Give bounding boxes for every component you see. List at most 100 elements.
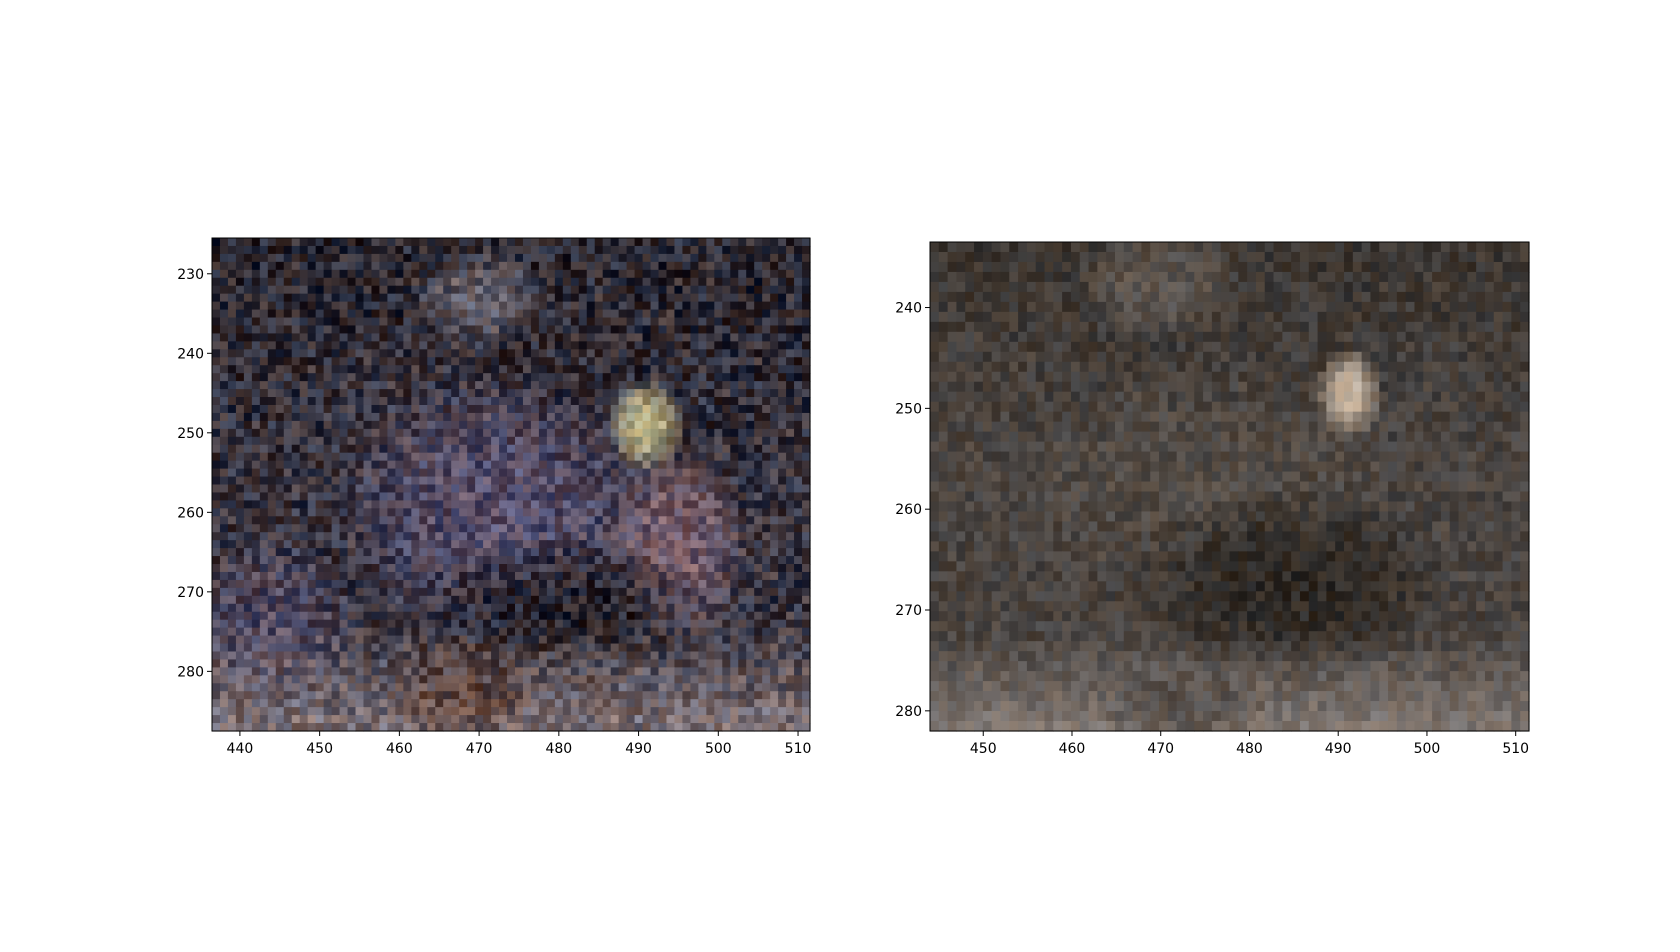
image-pixel (275, 683, 285, 692)
image-pixel (427, 595, 436, 605)
image-pixel (219, 420, 229, 430)
image-pixel (235, 611, 245, 621)
image-pixel (514, 436, 524, 446)
image-pixel (331, 683, 341, 692)
image-pixel (371, 715, 381, 724)
image-pixel (419, 460, 428, 470)
image-pixel (491, 500, 500, 509)
image-pixel (371, 253, 381, 263)
image-pixel (674, 540, 684, 549)
image-pixel (722, 341, 731, 350)
image-pixel (347, 691, 357, 700)
image-pixel (251, 404, 261, 414)
image-pixel (339, 635, 349, 645)
image-pixel (435, 715, 444, 724)
image-pixel (762, 603, 771, 613)
image-pixel (642, 420, 652, 430)
image-pixel (315, 444, 325, 454)
image-pixel (507, 468, 516, 478)
image-pixel (235, 667, 245, 676)
image-pixel (682, 500, 691, 509)
image-pixel (227, 524, 237, 533)
image-pixel (299, 651, 309, 661)
image-pixel (682, 611, 691, 621)
image-pixel (618, 444, 628, 454)
image-pixel (323, 492, 333, 501)
image-pixel (578, 643, 588, 653)
image-pixel (514, 723, 524, 732)
image-pixel (363, 611, 373, 621)
image-pixel (299, 564, 309, 573)
image-pixel (682, 548, 691, 557)
image-pixel (339, 277, 349, 287)
image-pixel (507, 524, 516, 533)
image-pixel (307, 715, 317, 724)
image-pixel (491, 683, 500, 692)
image-pixel (690, 651, 699, 661)
image-pixel (299, 238, 309, 247)
image-pixel (746, 707, 755, 716)
image-pixel (212, 564, 221, 573)
image-pixel (570, 707, 580, 716)
image-pixel (403, 357, 412, 366)
image-pixel (706, 635, 715, 645)
image-pixel (578, 699, 588, 708)
image-pixel (530, 611, 540, 621)
image-pixel (770, 293, 779, 303)
image-pixel (714, 341, 723, 350)
image-pixel (674, 643, 684, 653)
image-pixel (339, 341, 349, 350)
image-pixel (514, 643, 524, 653)
image-pixel (522, 301, 532, 311)
image-pixel (722, 245, 731, 255)
image-pixel (475, 349, 484, 358)
image-pixel (499, 651, 508, 661)
image-pixel (251, 683, 261, 692)
image-pixel (1335, 242, 1345, 253)
image-pixel (770, 548, 779, 557)
image-pixel (299, 397, 309, 406)
image-pixel (626, 365, 636, 374)
image-pixel (626, 420, 636, 430)
image-pixel (371, 635, 381, 645)
image-pixel (538, 420, 548, 430)
image-pixel (467, 253, 476, 263)
image-pixel (698, 389, 707, 398)
image-pixel (802, 317, 811, 327)
image-pixel (706, 436, 715, 446)
image-pixel (499, 452, 508, 462)
image-pixel (698, 277, 707, 287)
image-pixel (251, 309, 261, 319)
image-pixel (323, 540, 333, 549)
image-pixel (594, 540, 604, 549)
image-pixel (235, 452, 245, 462)
image-pixel (443, 277, 452, 287)
image-pixel (722, 365, 731, 374)
image-pixel (251, 261, 261, 271)
image-pixel (347, 261, 357, 271)
image-pixel (219, 381, 229, 390)
image-pixel (387, 603, 396, 613)
image-pixel (802, 301, 811, 311)
image-pixel (403, 627, 412, 637)
image-pixel (1123, 261, 1134, 273)
image-pixel (674, 723, 684, 732)
image-pixel (698, 564, 707, 573)
image-pixel (1273, 271, 1283, 283)
image-pixel (570, 468, 580, 478)
image-pixel (379, 261, 389, 271)
image-pixel (682, 556, 691, 565)
image-pixel (227, 500, 237, 509)
image-pixel (451, 317, 460, 327)
image-pixel (546, 476, 556, 486)
image-pixel (738, 412, 747, 422)
image-pixel (770, 428, 779, 438)
image-pixel (634, 301, 644, 311)
image-pixel (1132, 251, 1143, 263)
image-pixel (291, 635, 301, 645)
image-pixel (522, 317, 532, 327)
image-pixel (347, 317, 357, 327)
image-pixel (1282, 281, 1292, 293)
image-pixel (339, 651, 349, 661)
image-pixel (499, 619, 508, 629)
